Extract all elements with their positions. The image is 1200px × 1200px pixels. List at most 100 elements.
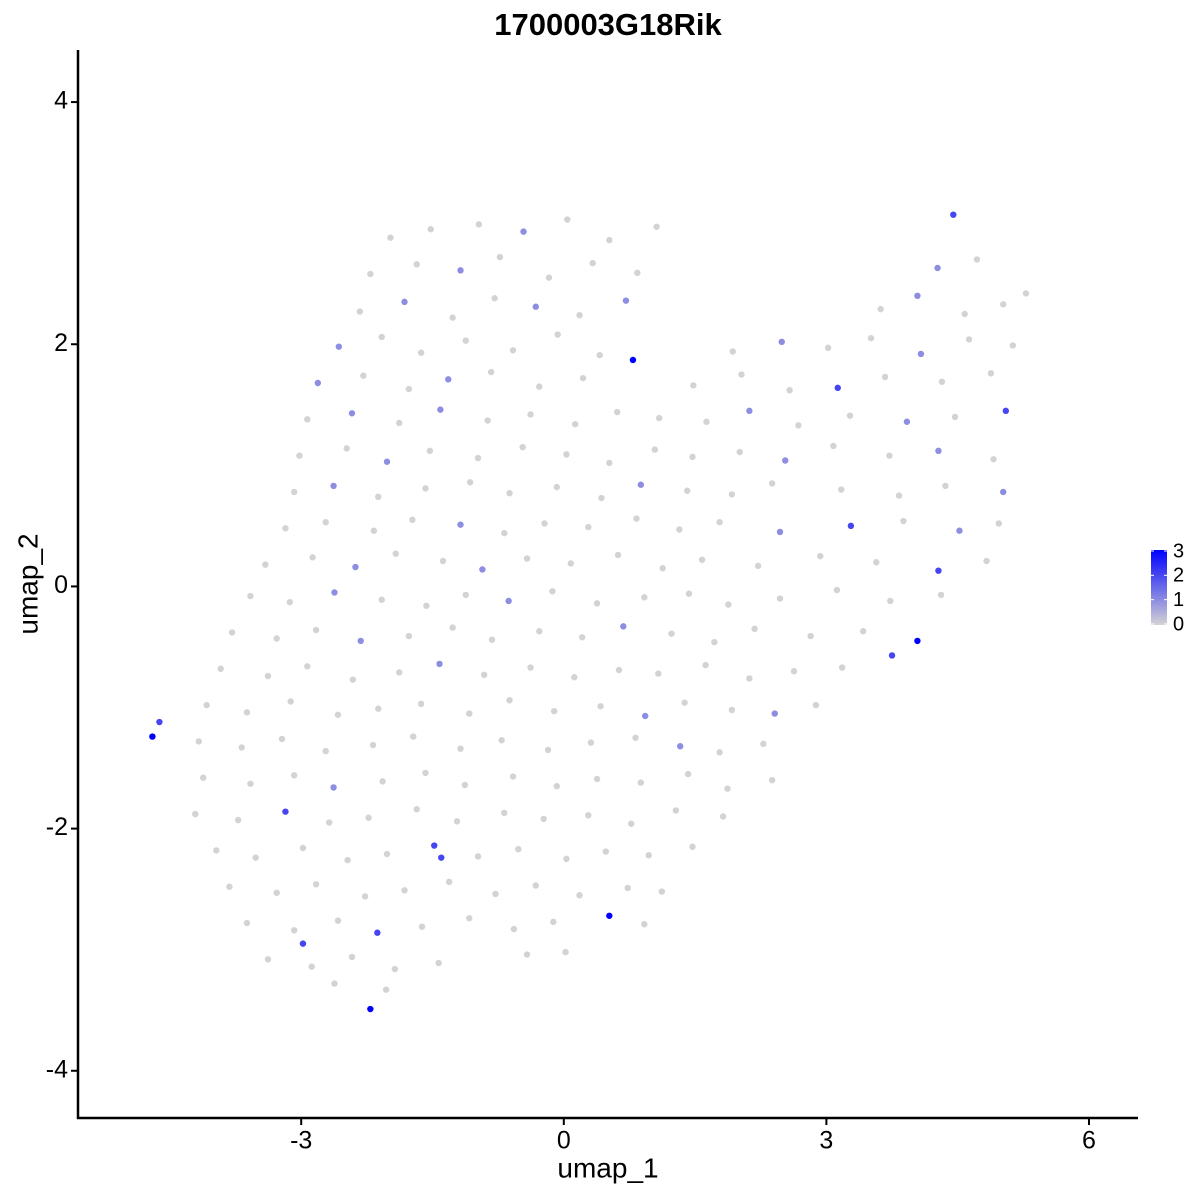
point <box>703 418 710 425</box>
point <box>698 556 706 563</box>
point <box>642 712 649 720</box>
point <box>830 442 837 450</box>
point <box>383 850 391 858</box>
point <box>563 451 570 458</box>
point <box>585 523 592 531</box>
point <box>886 452 893 459</box>
point <box>217 665 224 672</box>
point <box>344 856 351 864</box>
point <box>881 373 889 381</box>
point <box>479 566 486 573</box>
point <box>672 807 680 814</box>
point <box>846 412 854 419</box>
point <box>554 331 561 338</box>
point <box>597 703 604 710</box>
point <box>378 596 385 603</box>
point <box>633 515 640 522</box>
point <box>677 743 684 750</box>
point <box>1009 342 1017 349</box>
point <box>615 666 623 674</box>
point <box>462 337 469 344</box>
point <box>461 781 469 789</box>
point <box>702 661 709 669</box>
point <box>951 413 959 421</box>
point <box>585 812 592 819</box>
point <box>462 591 469 599</box>
point <box>287 698 294 705</box>
point <box>614 551 622 559</box>
point <box>509 773 517 780</box>
point <box>322 519 329 526</box>
point <box>510 925 518 933</box>
point <box>343 445 350 452</box>
point <box>423 602 430 609</box>
point <box>282 525 289 532</box>
point <box>252 854 259 861</box>
point <box>156 718 163 726</box>
colorbar-label: 2 <box>1173 565 1184 587</box>
point <box>961 310 968 318</box>
point <box>308 963 315 970</box>
point <box>449 624 456 631</box>
point <box>413 261 420 268</box>
point <box>627 820 635 827</box>
point <box>689 453 696 461</box>
point <box>550 918 557 926</box>
point <box>466 710 473 717</box>
point <box>396 419 403 427</box>
point <box>445 878 453 886</box>
point <box>401 887 408 894</box>
point <box>746 675 753 682</box>
point <box>488 636 496 643</box>
point <box>435 959 442 967</box>
point <box>453 818 461 825</box>
point <box>375 493 382 501</box>
point <box>540 815 547 823</box>
point <box>417 349 425 356</box>
point <box>322 747 329 755</box>
point <box>238 744 245 751</box>
point <box>149 733 156 740</box>
point <box>331 980 338 987</box>
y-tick-label: -4 <box>46 1055 68 1083</box>
point <box>379 778 386 785</box>
point <box>383 458 391 465</box>
point <box>602 848 610 855</box>
point <box>506 697 513 704</box>
point <box>374 929 381 936</box>
point <box>427 226 434 233</box>
point <box>405 632 413 640</box>
point <box>637 481 645 488</box>
point <box>622 297 630 304</box>
point <box>587 739 595 746</box>
y-tick-label: -2 <box>46 813 68 841</box>
point <box>725 601 732 608</box>
point <box>987 370 995 377</box>
point <box>935 447 942 455</box>
point <box>917 350 925 358</box>
y-tick-label: 0 <box>54 571 68 599</box>
point <box>645 852 652 859</box>
point <box>685 590 693 597</box>
point <box>895 492 903 499</box>
point <box>938 378 946 385</box>
points <box>149 211 1030 1013</box>
point <box>367 270 374 278</box>
point <box>728 706 736 714</box>
point <box>711 638 718 646</box>
point <box>553 483 560 491</box>
point <box>466 915 473 922</box>
point <box>273 635 280 642</box>
point <box>334 711 342 718</box>
point <box>382 986 390 993</box>
point <box>578 634 586 641</box>
point <box>409 516 416 524</box>
point <box>330 482 337 490</box>
point <box>466 479 474 486</box>
point <box>593 775 601 783</box>
point <box>689 843 696 850</box>
point <box>527 664 534 671</box>
point <box>888 652 896 659</box>
point <box>314 379 322 387</box>
point <box>596 351 603 359</box>
